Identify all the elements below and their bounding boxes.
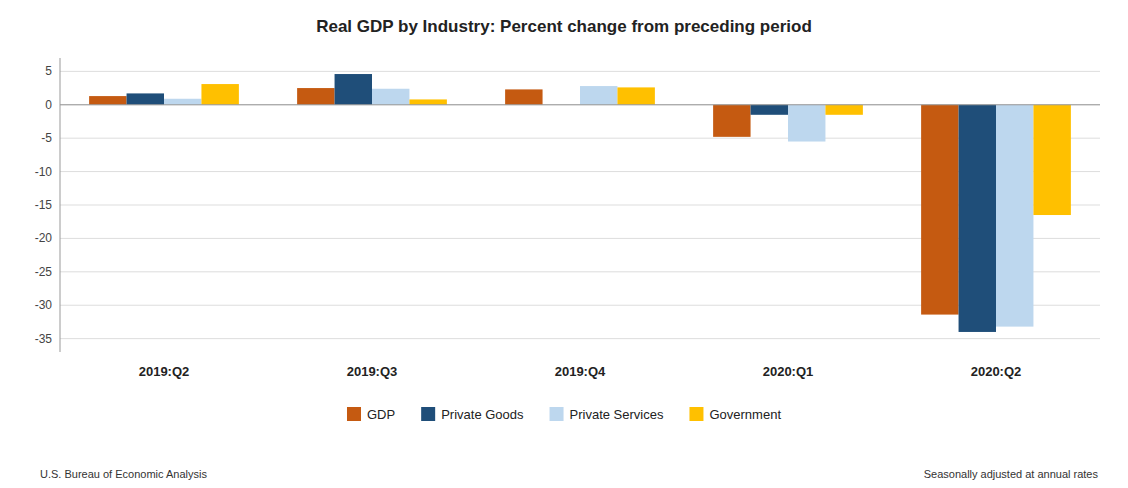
bar (959, 105, 996, 332)
legend-swatch (421, 407, 435, 421)
y-tick-label: -35 (35, 332, 53, 346)
y-tick-label: -5 (41, 131, 52, 145)
legend-label: Private Services (570, 407, 664, 422)
x-tick-label: 2019:Q2 (139, 364, 190, 379)
bar (201, 84, 238, 105)
legend-label: GDP (367, 407, 395, 422)
bar (617, 87, 654, 104)
y-tick-label: -15 (35, 198, 53, 212)
legend-swatch (689, 407, 703, 421)
bar (372, 89, 409, 105)
bar (335, 74, 372, 105)
title: Real GDP by Industry: Percent change fro… (316, 17, 812, 36)
y-tick-label: -20 (35, 231, 53, 245)
legend-swatch (550, 407, 564, 421)
bar (297, 88, 334, 105)
bar (825, 105, 862, 115)
bar (713, 105, 750, 137)
y-tick-label: -30 (35, 298, 53, 312)
legend-item: Private Goods (421, 407, 524, 422)
bar (89, 96, 126, 105)
bar (751, 105, 788, 115)
y-tick-label: 0 (45, 98, 52, 112)
bar (996, 105, 1033, 327)
x-tick-label: 2019:Q4 (555, 364, 606, 379)
background (0, 0, 1128, 488)
y-tick-label: -25 (35, 265, 53, 279)
footer-note: U.S. Bureau of Economic Analysis (40, 468, 207, 480)
bars (89, 74, 1071, 332)
x-tick-label: 2020:Q2 (971, 364, 1022, 379)
legend-label: Government (709, 407, 781, 422)
bar (580, 86, 617, 105)
grid-line (60, 71, 1100, 72)
legend: GDP Private Goods Private Services Governme… (347, 407, 781, 422)
grid-line (60, 104, 1100, 105)
y-tick-label: 5 (45, 64, 52, 78)
bar (505, 89, 542, 104)
grid-line (60, 338, 1100, 339)
bar (1033, 105, 1070, 215)
bar (788, 105, 825, 142)
x-tick-label: 2019:Q3 (347, 364, 398, 379)
bar (127, 93, 164, 104)
bar (409, 99, 446, 104)
legend-swatch (347, 407, 361, 421)
legend-item: Government (689, 407, 781, 422)
bar (921, 105, 958, 315)
y-axis-line (60, 58, 61, 352)
legend-item: Private Services (550, 407, 664, 422)
legend-label: Private Goods (441, 407, 524, 422)
bar (164, 99, 201, 105)
footer-note: Seasonally adjusted at annual rates (924, 468, 1099, 480)
grid (60, 71, 1100, 338)
y-tick-label: -10 (35, 165, 53, 179)
baseline (60, 104, 1100, 105)
legend-item: GDP (347, 407, 395, 422)
x-tick-label: 2020:Q1 (763, 364, 814, 379)
